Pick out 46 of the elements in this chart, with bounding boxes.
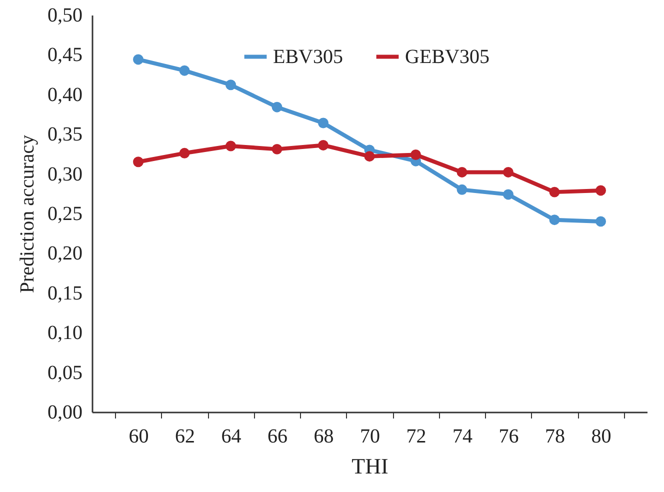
point (456, 184, 468, 195)
legend-label: EBV305 (273, 46, 343, 68)
x-tick-label: 70 (360, 426, 380, 448)
point (272, 144, 282, 154)
point (272, 102, 282, 112)
point (364, 151, 375, 162)
y-tick-label: 0,05 (48, 362, 82, 384)
point (318, 118, 328, 128)
y-tick-label: 0,30 (48, 163, 82, 186)
point (503, 166, 514, 178)
y-tick-label: 0,40 (48, 84, 82, 106)
point (596, 216, 606, 227)
x-tick-label: 66 (268, 426, 288, 448)
y-tick-label: 0,10 (48, 322, 82, 344)
x-tick-label: 64 (221, 426, 242, 448)
point (179, 148, 190, 158)
x-tick-label: 74 (452, 426, 472, 448)
y-tick-label: 0,25 (48, 203, 82, 225)
point (133, 156, 144, 168)
y-tick-label: 0,00 (48, 402, 82, 424)
x-tick-label: 78 (545, 426, 565, 448)
y-tick-label: 0,45 (48, 44, 82, 66)
y-tick-label: 0,15 (48, 282, 82, 304)
point (456, 166, 468, 178)
y-axis-title: Prediction accuracy (16, 134, 38, 294)
x-axis-title: THI (352, 454, 388, 478)
x-tick-label: 72 (406, 426, 426, 448)
point (410, 150, 421, 160)
x-tick-label: 80 (591, 426, 612, 448)
point (226, 80, 236, 90)
point (503, 189, 514, 200)
x-tick-label: 76 (498, 426, 519, 448)
point (179, 65, 190, 76)
x-tick-label: 62 (175, 426, 195, 448)
point (226, 140, 236, 152)
y-tick-label: 0,35 (48, 124, 82, 146)
x-tick-label: 68 (314, 426, 334, 448)
legend-label: GEBV305 (405, 46, 490, 68)
y-tick-label: 0,50 (48, 4, 82, 26)
point (596, 185, 606, 196)
point (549, 214, 560, 226)
point (318, 140, 328, 150)
x-tick-label: 60 (128, 426, 149, 448)
point (133, 54, 144, 65)
point (549, 186, 560, 198)
y-tick-label: 0,20 (48, 242, 82, 265)
